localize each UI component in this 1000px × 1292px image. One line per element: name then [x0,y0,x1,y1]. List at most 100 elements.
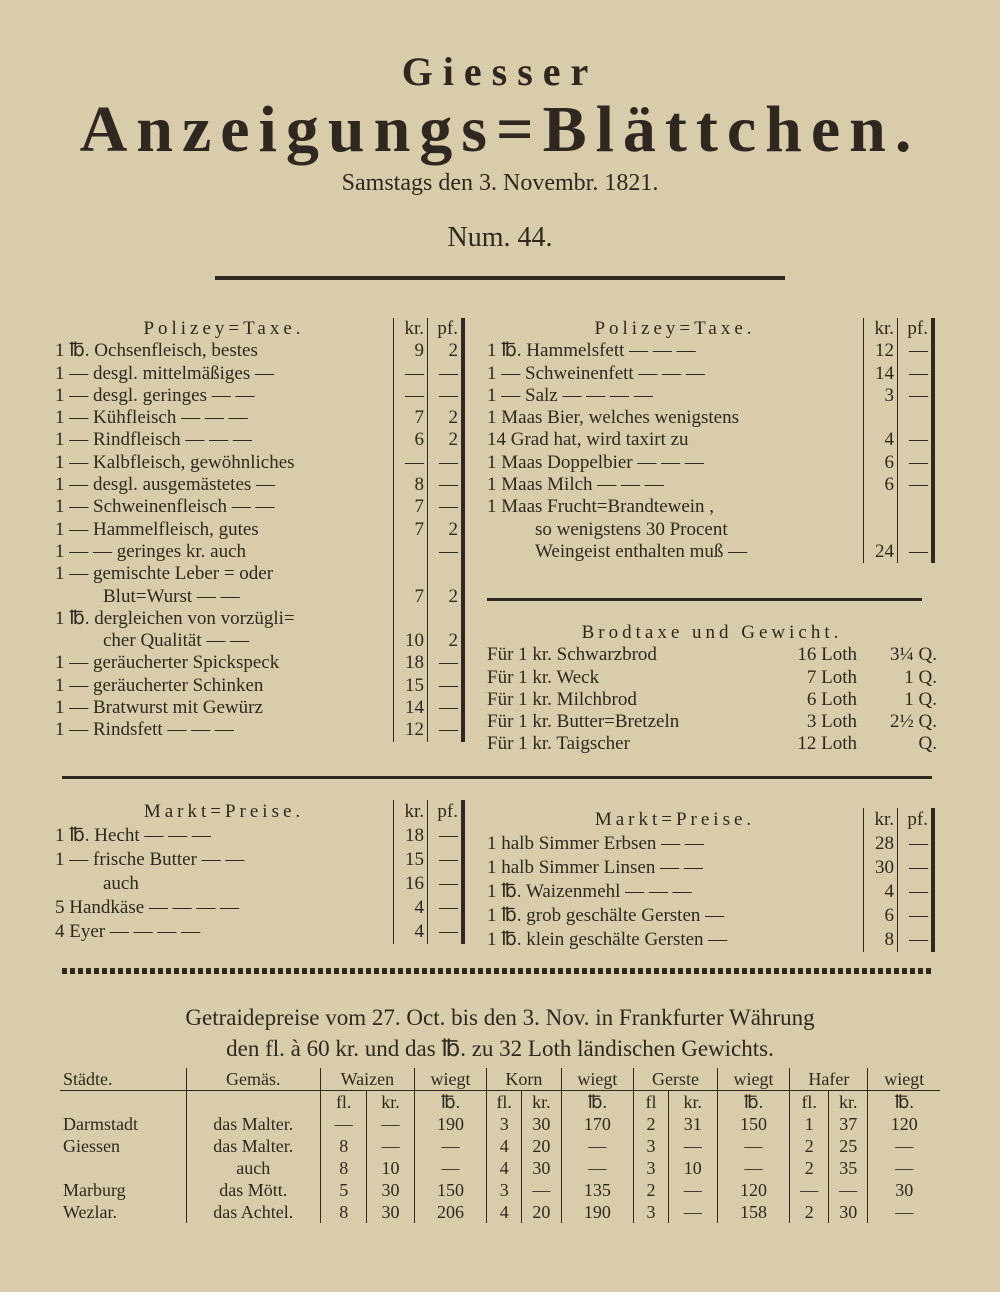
item-label: 1 ℔. dergleichen von vorzügli= [55,607,295,629]
weight-quentchen: 3¼ Q. [890,644,937,666]
unit-header: ℔. [413,1090,487,1113]
price-kr: 24 [863,540,897,564]
price-kr: 12 [863,340,897,363]
price-pf [897,518,935,541]
table-row: 14 Grad hat, wird taxirt zu 4— [487,429,935,452]
price-pf [427,607,465,631]
price-pf: 2 [427,630,465,653]
price-pf: — [427,896,465,920]
price-kr: 16 [393,872,427,896]
section-heading: Brodtaxe und Gewicht. [581,622,843,643]
item-label: Für 1 kr. Schwarzbrod [487,644,657,666]
price-kr [863,407,897,430]
cell: 120 [716,1179,790,1201]
item-label: 1 — geräucherter Spickspeck [55,652,280,674]
price-pf: — [427,451,465,475]
table-row: 1 Maas Milch — — — 6— [487,474,935,497]
table-row: 1 — Bratwurst mit Gewürz 14— [55,697,465,720]
cell: 3 [633,1135,669,1157]
table-row: Für 1 kr. Taigscher 12 Loth Q. [487,733,937,755]
price-pf: — [897,832,935,856]
column-header-kr: kr. [863,318,897,341]
price-pf: — [427,872,465,896]
table-row: 1 — Salz — — — — 3— [487,384,935,408]
item-label: 1 ℔. grob geschälte Gersten — [487,905,725,926]
item-label: 1 — desgl. mittelmäßiges — [55,362,275,384]
cell: 25 [828,1135,868,1157]
cell: 30 [366,1201,415,1223]
price-kr [393,563,427,586]
table-header-row: Markt=Preise. kr. pf. [55,800,465,824]
price-pf: — [427,697,465,720]
item-label: 1 Maas Milch — — — [487,474,664,496]
column-header: wiegt [560,1068,634,1091]
weight-loth: 7 Loth [806,666,857,688]
column-header: Waizen [320,1068,415,1091]
table-row: 1 ℔. grob geschälte Gersten — 6— [487,904,935,928]
price-pf: — [427,920,465,944]
masthead-title: Anzeigungs=Blättchen. [79,93,921,166]
table-row: 1 halb Simmer Linsen — — 30— [487,856,935,880]
column-header: wiegt [716,1068,790,1091]
price-pf: — [897,880,935,904]
column-header: wiegt [413,1068,487,1091]
price-pf: — [897,340,935,363]
item-label: 1 — Hammelfleisch, gutes [55,518,259,540]
cell: — [366,1113,415,1135]
price-kr: 9 [393,340,427,363]
item-label: 1 ℔. klein geschälte Gersten — [487,929,728,950]
table-row: 1 — geräucherter Spickspeck 18— [55,652,465,675]
price-pf: — [897,474,935,497]
item-label: 1 — Rindfleisch — — — [55,429,252,451]
cell: 5 [320,1179,367,1201]
price-pf: — [897,856,935,880]
cell: 8 [320,1201,367,1223]
table-row: Wezlar. das Achtel. 8 30 206 4 20 190 3—158 2 30— [60,1201,940,1223]
table-row: 1 Maas Bier, welches wenigstens [487,407,935,430]
column-header-kr: kr. [393,800,427,824]
item-label: auch [103,873,139,894]
item-label: 14 Grad hat, wird taxirt zu [487,429,689,451]
table-header-row: Polizey=Taxe. kr. pf. [55,318,465,341]
table-row: 5 Handkäse — — — — 4— [55,896,465,920]
price-pf: — [897,451,935,475]
cell: 120 [867,1113,940,1135]
price-kr: 7 [393,518,427,541]
price-pf: — [427,384,465,408]
cell: 37 [828,1113,868,1135]
column-header-pf: pf. [427,800,465,824]
price-kr [393,540,427,564]
price-pf: — [427,674,465,698]
cell: 158 [716,1201,790,1223]
unit-header [60,1091,186,1114]
price-kr [863,496,897,519]
cell: — [828,1179,868,1201]
price-pf: — [427,496,465,519]
cell: 8 [320,1157,367,1179]
cell: 30 [521,1113,562,1135]
price-kr: 6 [863,474,897,497]
cell: 4 [486,1157,522,1179]
table-row: Für 1 kr. Milchbrod 6 Loth 1 Q. [487,689,937,711]
section-heading: Polizey=Taxe. [594,318,756,339]
table-row: Marburg das Mött. 5 30 150 3—135 2—120— —30 [60,1179,940,1201]
column-header: Gerste [633,1068,718,1091]
price-kr: 4 [393,920,427,944]
table-row: 1 — frische Butter — — 15— [55,848,465,872]
item-label: Blut=Wurst — — [103,585,240,607]
price-kr: 15 [393,674,427,698]
table-row: Weingeist enthalten muß — 24— [487,540,935,564]
item-label: 1 — Schweinenfleisch — — [55,496,275,518]
cell: 35 [828,1157,868,1179]
table-row: 1 Maas Frucht=Brandtewein , [487,496,935,519]
price-pf: — [427,362,465,385]
price-pf: — [897,362,935,385]
cell: 8 [320,1135,367,1157]
cell: 2 [633,1113,669,1135]
markt-preise-right: Markt=Preise. kr. pf. 1 halb Simmer Erbsen … [487,808,935,952]
cell: 4 [486,1201,522,1223]
price-pf: — [897,540,935,564]
item-label: 1 Maas Bier, welches wenigstens [487,407,739,429]
cell: — [413,1135,487,1157]
